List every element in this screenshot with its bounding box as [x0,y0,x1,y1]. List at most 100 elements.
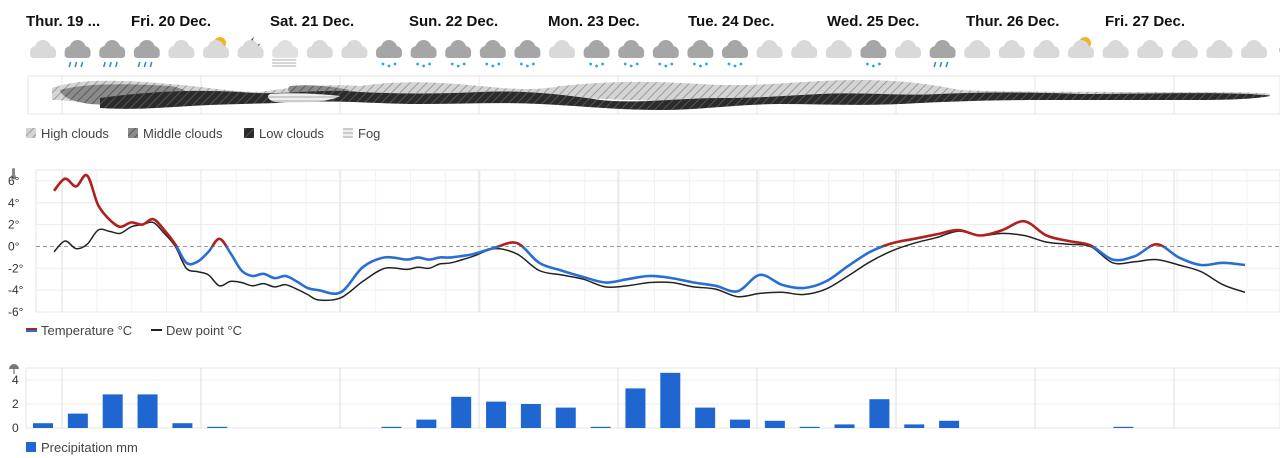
cloud-icon [825,40,852,58]
cloud-snow-icon [860,40,887,68]
low-clouds-swatch [244,128,254,138]
precip-y-tick: 2 [12,397,19,411]
precip-bar [520,404,541,428]
day-label: Mon. 23 Dec. [548,13,640,30]
cloud-snow-icon [410,40,437,68]
cloud-icon [1171,40,1198,58]
middle-clouds-swatch [128,128,138,138]
day-labels: Thur. 19 ... Fri. 20 Dec. Sat. 21 Dec. Sun.… [26,13,1185,30]
temp-y-tick: -4° [8,283,24,297]
cloud-rain-icon [929,40,956,68]
cloud-snow-icon [479,40,506,68]
high-clouds-label: High clouds [41,126,109,141]
cloud-icon [998,40,1025,58]
cloud-band [27,75,1280,115]
precip-bar [137,394,158,428]
cloud-rain-icon [99,40,126,68]
precip-bar [486,401,507,428]
precip-bar [764,420,785,428]
cloud-icon [1137,40,1164,58]
precip-bar [381,426,402,428]
cloud-icon [1033,40,1060,58]
precip-bar [555,407,576,428]
fog-swatch [343,128,353,138]
cloud-snow-icon [618,40,645,68]
cloud-icon [1241,40,1267,58]
temperature-chart: 6° 4° 2° 0° -2° -4° -6° [8,168,1280,319]
day-label: Sun. 22 Dec. [409,13,498,30]
precip-bar [590,426,611,428]
precip-bar [869,399,890,428]
temp-y-tick: 6° [8,174,20,188]
cloud-legend: High clouds Middle clouds Low clouds Fog [26,126,380,141]
cloud-icon [168,40,195,58]
day-label: Thur. 26 Dec. [966,13,1059,30]
day-label: Wed. 25 Dec. [827,13,919,30]
precip-bar [904,424,925,428]
precip-bar [172,423,193,428]
dew-point-legend-label: Dew point °C [166,323,242,338]
precip-bar [1113,426,1134,428]
temp-y-tick: -6° [8,305,24,319]
umbrella-icon [9,364,19,374]
low-clouds-band [100,90,1270,110]
day-label: Thur. 19 ... [26,13,100,30]
moon-cloud-icon [237,35,264,58]
cloud-icon [549,40,575,58]
temp-y-tick: -2° [8,261,24,275]
precip-bar [416,419,437,428]
precip-bar [207,426,228,428]
precip-bar [660,372,681,428]
cloud-rain-icon [64,40,91,68]
precip-bar [33,423,53,428]
cloud-icon [964,40,991,58]
fog-icon [272,40,299,67]
cloud-icon [30,40,56,58]
cloud-icon [306,40,333,58]
day-label: Sat. 21 Dec. [270,13,354,30]
day-label: Fri. 27 Dec. [1105,13,1185,30]
temp-y-tick: 4° [8,196,20,210]
precip-bar [939,420,960,428]
precip-y-tick: 0 [12,421,19,435]
precipitation-legend: Precipitation mm [26,440,138,455]
sun-cloud-icon [203,37,229,58]
cloud-snow-icon [514,40,541,68]
temperature-line [52,173,1246,296]
day-label: Tue. 24 Dec. [688,13,774,30]
precip-bar [730,419,750,428]
cloud-icon [756,40,783,58]
precip-y-tick: 4 [12,373,19,387]
high-clouds-swatch [26,128,36,138]
cloud-icon [341,40,368,58]
precipitation-legend-label: Precipitation mm [41,440,138,455]
precip-bar [451,396,472,428]
cloud-snow-icon [445,40,472,68]
cloud-snow-icon [376,40,402,68]
cloud-snow-icon [687,40,714,68]
dew-point-line [53,221,1246,302]
cloud-snow-icon [652,40,679,68]
temp-y-tick: 2° [8,218,20,232]
middle-clouds-label: Middle clouds [143,126,223,141]
precip-bar [67,413,88,428]
precipitation-chart: 4 2 0 [9,364,1280,435]
precip-bar [799,426,820,428]
precip-bar [834,424,855,428]
temperature-legend: Temperature °C Dew point °C [26,323,242,338]
cloud-icon [895,40,921,58]
precip-bar [695,407,716,428]
temp-y-tick: 0° [8,239,20,253]
temperature-legend-label: Temperature °C [41,323,132,338]
weather-icon-row [30,35,1280,68]
thermometer-icon [11,168,16,180]
cloud-snow-icon [722,40,748,68]
cloud-icon [1102,40,1129,58]
cloud-icon [1206,40,1233,58]
sun-cloud-icon [1068,37,1094,58]
fog-label: Fog [358,126,380,141]
cloud-snow-icon [583,40,610,68]
day-label: Fri. 20 Dec. [131,13,211,30]
precip-bar [625,388,646,428]
